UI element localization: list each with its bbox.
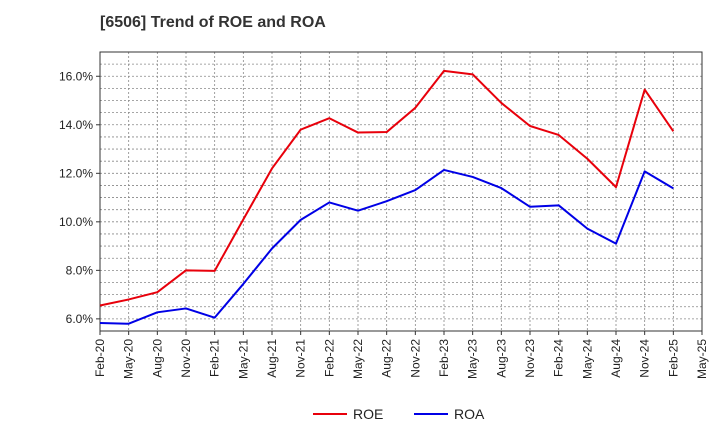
y-tick-label: 14.0%: [59, 118, 93, 132]
x-tick-label: Aug-20: [150, 339, 164, 378]
x-tick-label: May-23: [466, 339, 480, 379]
x-tick-label: Feb-25: [666, 339, 680, 377]
x-tick-label: Nov-20: [179, 339, 193, 378]
x-tick-label: Feb-21: [208, 339, 222, 377]
y-tick-label: 12.0%: [59, 166, 93, 180]
x-tick-label: May-24: [580, 339, 594, 379]
series-lines: [99, 69, 675, 325]
x-tick-label: Nov-22: [408, 339, 422, 378]
y-tick-label: 16.0%: [59, 69, 93, 83]
legend: ROE ROA: [313, 406, 485, 422]
x-tick-label: May-20: [122, 339, 136, 379]
x-tick-label: Feb-20: [93, 339, 107, 377]
chart-title: [6506] Trend of ROE and ROA: [100, 14, 326, 31]
x-tick-label: Aug-21: [265, 339, 279, 378]
legend-label-roe: ROE: [353, 406, 383, 422]
x-tick-label: Feb-22: [322, 339, 336, 377]
y-tick-label: 10.0%: [59, 215, 93, 229]
plot-area-frame: [99, 51, 703, 332]
x-tick-label: Aug-24: [609, 339, 623, 378]
y-axis: 6.0% 8.0% 10.0% 12.0% 14.0% 16.0%: [59, 69, 100, 326]
legend-label-roa: ROA: [454, 406, 485, 422]
series-line-roe: [99, 69, 675, 307]
x-tick-label: Feb-24: [552, 339, 566, 377]
x-tick-label: May-22: [351, 339, 365, 379]
y-tick-label: 6.0%: [66, 312, 94, 326]
x-tick-label: Aug-22: [380, 339, 394, 378]
x-tick-label: May-25: [695, 339, 709, 379]
x-tick-label: Feb-23: [437, 339, 451, 377]
x-tick-label: Nov-21: [294, 339, 308, 378]
x-tick-label: May-21: [236, 339, 250, 379]
x-tick-label: Nov-24: [638, 339, 652, 378]
x-tick-label: Aug-23: [494, 339, 508, 378]
y-tick-label: 8.0%: [66, 263, 94, 277]
grid: [100, 52, 702, 331]
x-axis: Feb-20 May-20 Aug-20 Nov-20 Feb-21 May-21 Aug-…: [93, 331, 709, 379]
x-tick-label: Nov-23: [523, 339, 537, 378]
series-line-roa: [99, 168, 674, 325]
